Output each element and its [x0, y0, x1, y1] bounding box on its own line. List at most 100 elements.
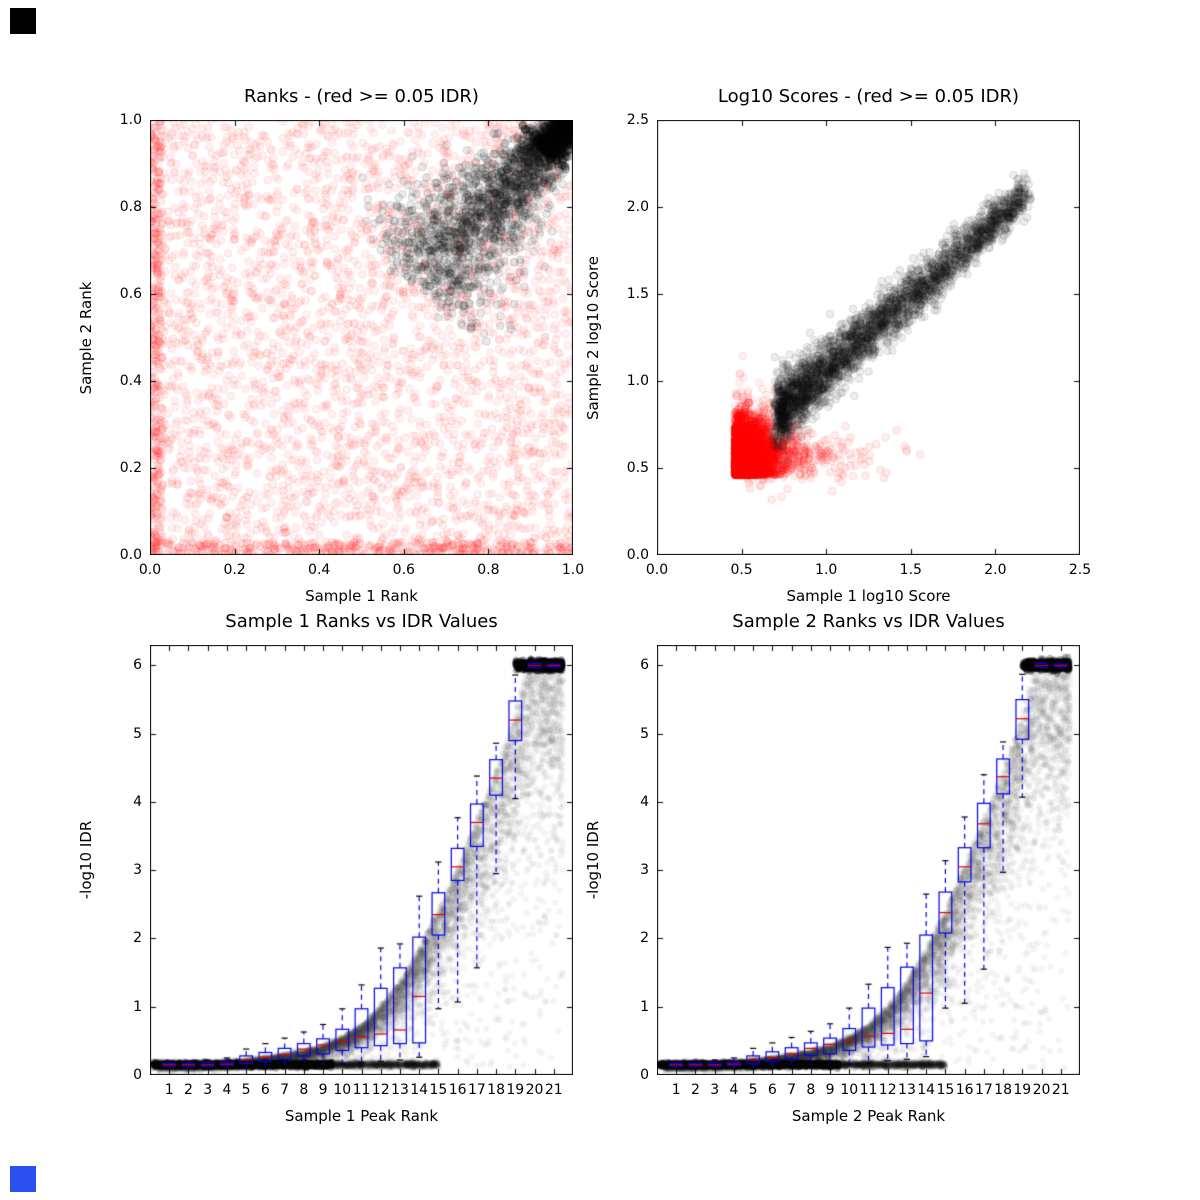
subplot-sample1-rank-idr-boxplot: Sample 1 Ranks vs IDR Values -log10 IDR …	[77, 611, 573, 1125]
plot-title: Ranks - (red >= 0.05 IDR)	[244, 86, 479, 107]
x-tick-label: 0.0	[645, 562, 669, 578]
subplot-sample2-rank-idr-boxplot: Sample 2 Ranks vs IDR Values -log10 IDR …	[584, 611, 1080, 1125]
x-tick-label: 15	[429, 1082, 448, 1098]
x-tick-label: 12	[878, 1082, 897, 1098]
x-tick-label: 2	[690, 1082, 700, 1098]
log10-scores-canvas	[657, 120, 1080, 555]
x-tick-label: 7	[787, 1082, 797, 1098]
y-tick-label: 1.0	[119, 112, 142, 128]
y-tick-label: 0.8	[119, 199, 142, 215]
x-tick-label: 11	[859, 1082, 878, 1098]
subplot-log10-scores-scatter: Log10 Scores - (red >= 0.05 IDR) Sample …	[584, 86, 1091, 605]
sample1-idr-boxplot-canvas	[150, 645, 573, 1075]
x-tick-label: 6	[260, 1082, 270, 1098]
x-tick-label: 10	[840, 1082, 859, 1098]
y-axis-label: -log10 IDR	[77, 820, 95, 900]
x-tick-label: 14	[917, 1082, 936, 1098]
ranks-scatter-canvas	[150, 120, 573, 555]
x-axis-label: Sample 1 Rank	[305, 587, 418, 605]
plot-title: Sample 2 Ranks vs IDR Values	[732, 611, 1005, 632]
x-tick-label: 21	[1051, 1082, 1070, 1098]
y-tick-label: 0.5	[626, 460, 649, 476]
y-tick-label: 0.2	[119, 460, 142, 476]
x-tick-label: 0.5	[730, 562, 753, 578]
x-tick-label: 17	[467, 1082, 486, 1098]
x-tick-label: 10	[333, 1082, 352, 1098]
x-tick-label: 19	[1013, 1082, 1032, 1098]
x-tick-label: 9	[825, 1082, 835, 1098]
x-tick-label: 4	[222, 1082, 232, 1098]
x-tick-label: 8	[806, 1082, 816, 1098]
y-tick-label: 2	[133, 930, 142, 947]
y-tick-label: 2.5	[626, 112, 649, 128]
x-tick-label: 18	[487, 1082, 505, 1098]
y-axis-label: -log10 IDR	[584, 820, 602, 900]
corner-marker-top-left	[10, 8, 36, 34]
y-tick-label: 1.5	[626, 286, 649, 302]
x-tick-label: 21	[544, 1082, 563, 1098]
y-tick-label: 1	[133, 998, 142, 1015]
y-tick-label: 4	[133, 793, 142, 810]
y-tick-label: 0.0	[119, 547, 142, 563]
y-tick-label: 3	[640, 862, 649, 879]
x-tick-label: 2	[183, 1082, 193, 1098]
x-tick-label: 4	[729, 1082, 739, 1098]
y-tick-label: 1	[640, 998, 649, 1015]
x-tick-label: 18	[994, 1082, 1012, 1098]
y-tick-label: 6	[640, 657, 649, 674]
x-tick-label: 8	[299, 1082, 309, 1098]
x-tick-label: 0.0	[138, 562, 162, 578]
y-tick-label: 2.0	[626, 199, 649, 215]
x-tick-label: 0.6	[392, 562, 415, 578]
x-tick-label: 20	[525, 1082, 544, 1098]
y-tick-label: 5	[133, 725, 142, 742]
x-tick-label: 15	[936, 1082, 955, 1098]
x-tick-label: 1.5	[899, 562, 922, 578]
y-tick-label: 0.4	[119, 373, 142, 389]
x-tick-label: 17	[974, 1082, 993, 1098]
corner-marker-bottom-left	[10, 1166, 36, 1192]
x-tick-label: 5	[241, 1082, 251, 1098]
y-axis-label: Sample 2 log10 Score	[584, 255, 602, 420]
x-tick-label: 16	[955, 1082, 974, 1098]
x-tick-label: 2.5	[1068, 562, 1092, 578]
y-tick-label: 0.0	[626, 547, 649, 563]
x-tick-label: 3	[203, 1082, 213, 1098]
subplot-ranks-scatter: Ranks - (red >= 0.05 IDR) Sample 2 Rank …	[77, 86, 584, 605]
x-tick-label: 1	[164, 1082, 174, 1098]
x-tick-label: 1.0	[815, 562, 838, 578]
x-tick-label: 14	[410, 1082, 429, 1098]
x-tick-label: 0.8	[477, 562, 500, 578]
x-axis-label: Sample 1 Peak Rank	[284, 1107, 439, 1125]
x-tick-label: 13	[898, 1082, 916, 1098]
x-tick-label: 5	[748, 1082, 758, 1098]
y-tick-label: 5	[640, 725, 649, 742]
x-tick-label: 13	[391, 1082, 409, 1098]
y-tick-label: 0	[133, 1067, 142, 1083]
y-tick-label: 4	[640, 793, 649, 810]
x-tick-label: 6	[767, 1082, 777, 1098]
x-tick-label: 0.4	[308, 562, 331, 578]
plot-title: Sample 1 Ranks vs IDR Values	[225, 611, 498, 632]
x-tick-label: 1.0	[561, 562, 585, 578]
y-tick-label: 0	[640, 1067, 649, 1083]
y-tick-label: 1.0	[626, 373, 649, 389]
sample2-idr-boxplot-canvas	[657, 645, 1080, 1075]
y-tick-label: 2	[640, 930, 649, 947]
y-tick-label: 6	[133, 657, 142, 674]
x-tick-label: 7	[280, 1082, 290, 1098]
x-tick-label: 20	[1032, 1082, 1051, 1098]
x-tick-label: 11	[352, 1082, 371, 1098]
x-tick-label: 2.0	[984, 562, 1007, 578]
x-tick-label: 0.2	[223, 562, 246, 578]
x-axis-label: Sample 2 Peak Rank	[791, 1107, 946, 1125]
x-tick-label: 9	[318, 1082, 328, 1098]
y-tick-label: 0.6	[119, 286, 142, 302]
x-axis-label: Sample 1 log10 Score	[786, 587, 951, 605]
x-tick-label: 16	[448, 1082, 467, 1098]
y-tick-label: 3	[133, 862, 142, 879]
x-tick-label: 12	[371, 1082, 390, 1098]
x-tick-label: 1	[671, 1082, 681, 1098]
plot-title: Log10 Scores - (red >= 0.05 IDR)	[717, 86, 1020, 107]
